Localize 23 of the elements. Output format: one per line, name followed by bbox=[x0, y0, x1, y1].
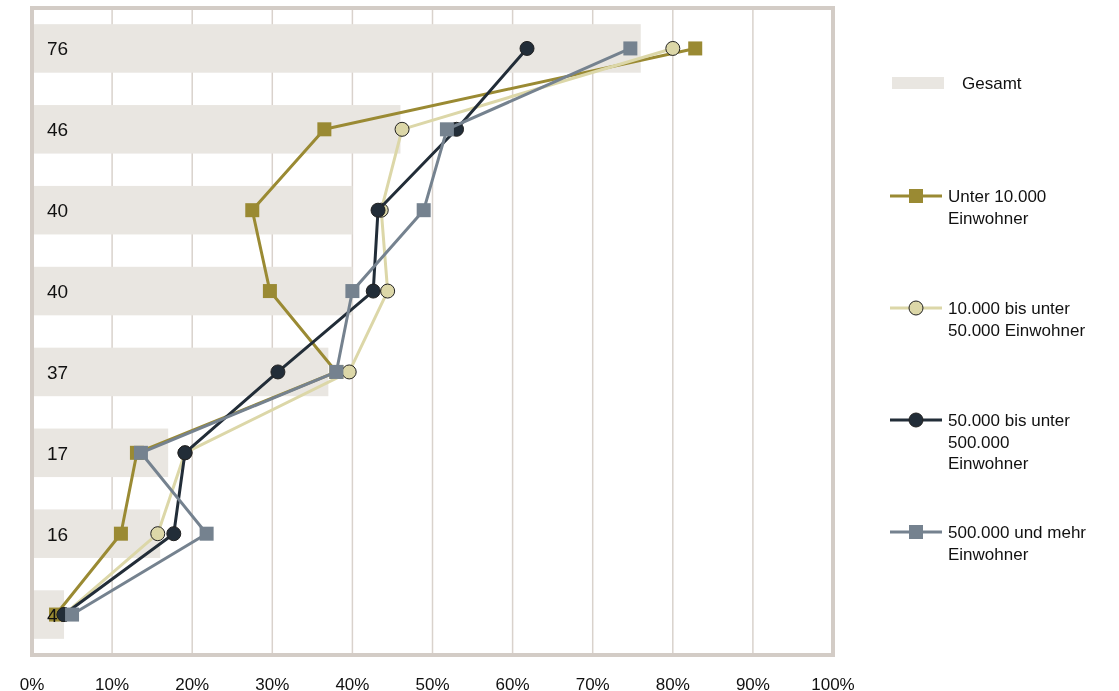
x-tick-label: 70% bbox=[575, 675, 610, 691]
legend-label: 10.000 bis unter 50.000 Einwohner bbox=[948, 299, 1086, 340]
data-label: 40 bbox=[47, 200, 69, 222]
x-tick-label: 80% bbox=[655, 675, 690, 691]
legend-label: 500.000 und mehr Einwohner bbox=[948, 523, 1087, 564]
x-tick-label: 50% bbox=[415, 675, 450, 691]
legend-label: Gesamt bbox=[962, 74, 1022, 93]
data-label: 40 bbox=[47, 281, 69, 303]
data-label: 76 bbox=[47, 38, 69, 60]
data-label: 16 bbox=[47, 523, 69, 545]
x-tick-label: 20% bbox=[175, 675, 210, 691]
x-tick-label: 90% bbox=[735, 675, 770, 691]
x-tick-label: 10% bbox=[95, 675, 130, 691]
data-label: 46 bbox=[47, 119, 69, 141]
data-label: 37 bbox=[47, 361, 69, 383]
x-tick-label: 40% bbox=[335, 675, 370, 691]
x-tick-label: 100% bbox=[811, 675, 855, 691]
legend-label: 50.000 bis unter 500.000 Einwohner bbox=[948, 411, 1071, 473]
data-label: 17 bbox=[47, 442, 69, 464]
legend-label: Unter 10.000 Einwohner bbox=[948, 187, 1047, 228]
x-tick-label: 30% bbox=[255, 675, 290, 691]
x-tick-label: 0% bbox=[19, 675, 45, 691]
x-tick-label: 60% bbox=[495, 675, 530, 691]
